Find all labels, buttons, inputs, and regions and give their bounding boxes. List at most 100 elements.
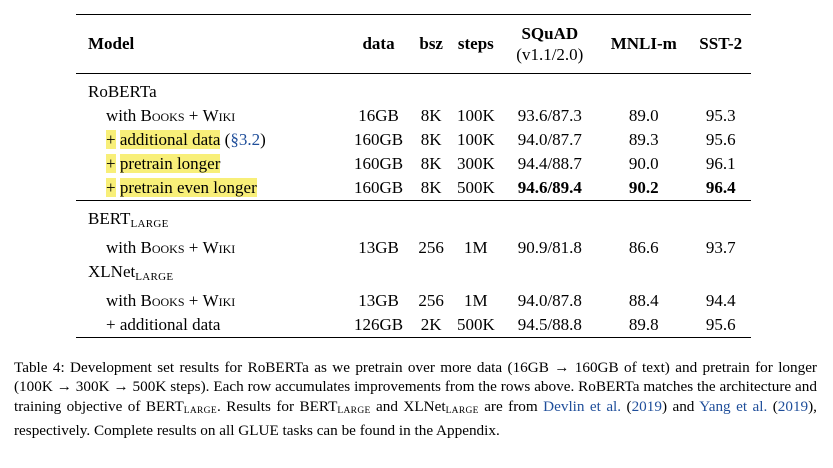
cell-mnli: 90.0 <box>628 154 659 173</box>
cell-sst2: 93.7 <box>705 238 736 257</box>
best-mnli: 90.2 <box>628 178 659 197</box>
cell-steps: 1M <box>464 238 488 257</box>
cell-bsz: 8K <box>420 106 442 125</box>
results-table-container: Model data bsz steps SQuAD (v1.1/2.0) MN… <box>76 14 751 338</box>
best-sst2: 96.4 <box>705 178 736 197</box>
cell-bsz: 8K <box>420 154 442 173</box>
cell-steps: 1M <box>464 291 488 310</box>
row-model: + pretrain even longer <box>76 176 344 201</box>
caption-text: Table 4: Development set results for RoB… <box>14 359 817 415</box>
cell-data: 13GB <box>358 238 399 257</box>
cell-data: 16GB <box>358 106 399 125</box>
header-sst2: SST-2 <box>699 34 743 53</box>
books-label: Books <box>140 238 185 257</box>
cell-squad: 94.0/87.7 <box>517 130 582 149</box>
cell-squad: 94.4/88.7 <box>517 154 582 173</box>
row-model-text: additional data <box>119 130 221 149</box>
group-label-row: BERTLARGE <box>76 200 751 237</box>
caption-text: and XLNet <box>370 397 446 415</box>
cell-bsz: 256 <box>418 291 444 310</box>
caption-text: are from <box>478 397 544 415</box>
plus-sign: + <box>184 106 203 125</box>
cell-steps: 100K <box>456 106 495 125</box>
row-model-prefix: with <box>106 291 141 310</box>
group-label-row: XLNetLARGE <box>76 260 751 289</box>
citation-devlin-link[interactable]: Devlin et al. <box>543 397 622 415</box>
cell-squad: 94.0/87.8 <box>517 291 582 310</box>
group-label-roberta: RoBERTa <box>88 82 157 101</box>
cell-mnli: 89.0 <box>628 106 659 125</box>
cell-mnli: 89.8 <box>628 315 659 334</box>
caption-large-sub: LARGE <box>183 405 217 416</box>
cell-sst2: 95.6 <box>705 130 736 149</box>
table-row: + additional data 126GB 2K 500K 94.5/88.… <box>76 313 751 338</box>
header-bsz: bsz <box>419 34 443 53</box>
cell-sst2-best: 96.4 <box>690 176 751 201</box>
cell-sst2: 95.6 <box>705 315 736 334</box>
plus-sign: + <box>184 238 203 257</box>
bert-label: BERT <box>88 209 131 228</box>
cell-data: 160GB <box>353 178 404 197</box>
citation-devlin-year-link[interactable]: 2019 <box>631 397 662 415</box>
row-model-prefix: with <box>106 238 141 257</box>
cell-mnli: 86.6 <box>628 238 659 257</box>
group-label-row: RoBERTa <box>76 73 751 105</box>
row-model: + additional data <box>106 315 221 334</box>
caption-text: ) and <box>661 397 700 415</box>
table-row: with Books + Wiki 13GB 256 1M 94.0/87.8 … <box>76 289 751 313</box>
cell-bsz: 8K <box>420 178 442 197</box>
cell-data: 126GB <box>353 315 404 334</box>
cell-bsz: 8K <box>420 130 442 149</box>
header-squad-title: SQuAD <box>521 24 579 43</box>
cell-sst2: 94.4 <box>705 291 736 310</box>
plus-sign: + <box>106 130 116 149</box>
section-ref[interactable]: (§3.2) <box>224 130 266 149</box>
cell-steps: 500K <box>456 315 495 334</box>
cell-squad: 94.5/88.8 <box>517 315 582 334</box>
plus-sign: + <box>106 178 116 197</box>
cell-sst2: 95.3 <box>705 106 736 125</box>
wiki-label: Wiki <box>202 106 236 125</box>
plus-sign: + <box>184 291 203 310</box>
table-row: + pretrain even longer 160GB 8K 500K 94.… <box>76 176 751 201</box>
bert-label-sub: LARGE <box>130 218 169 230</box>
books-label: Books <box>140 106 185 125</box>
header-model: Model <box>88 34 135 53</box>
wiki-label: Wiki <box>202 291 236 310</box>
wiki-label: Wiki <box>202 238 236 257</box>
citation-yang-year-link[interactable]: 2019 <box>777 397 809 415</box>
cell-squad: 90.9/81.8 <box>517 238 582 257</box>
header-squad: SQuAD (v1.1/2.0) <box>503 15 598 74</box>
caption-large-sub: LARGE <box>337 405 371 416</box>
xlnet-label-sub: LARGE <box>135 271 174 283</box>
table-row: + pretrain longer 160GB 8K 300K 94.4/88.… <box>76 152 751 176</box>
cell-sst2: 96.1 <box>705 154 736 173</box>
plus-sign: + <box>106 154 116 173</box>
cell-mnli: 88.4 <box>628 291 659 310</box>
group-label-bert: BERTLARGE <box>76 201 751 237</box>
cell-steps: 100K <box>456 130 495 149</box>
books-label: Books <box>140 291 185 310</box>
cell-data: 160GB <box>353 154 404 173</box>
table-row: with Books + Wiki 16GB 8K 100K 93.6/87.3… <box>76 104 751 128</box>
cell-squad-best: 94.6/89.4 <box>503 176 598 201</box>
cell-mnli: 89.3 <box>628 130 659 149</box>
cell-data: 13GB <box>358 291 399 310</box>
row-model: + additional data (§3.2) <box>76 128 344 152</box>
cell-bsz: 256 <box>418 238 444 257</box>
table-row: + additional data (§3.2) 160GB 8K 100K 9… <box>76 128 751 152</box>
cell-bsz: 2K <box>420 315 442 334</box>
citation-yang-link[interactable]: Yang et al. <box>699 397 768 415</box>
cell-squad: 93.6/87.3 <box>517 106 582 125</box>
caption-text: ( <box>621 397 632 415</box>
caption-text: ( <box>767 397 778 415</box>
header-row: Model data bsz steps SQuAD (v1.1/2.0) MN… <box>76 14 751 74</box>
xlnet-label: XLNet <box>88 262 136 281</box>
results-table: Model data bsz steps SQuAD (v1.1/2.0) MN… <box>76 14 751 338</box>
row-model: with Books + Wiki <box>76 289 344 313</box>
cell-data: 160GB <box>353 130 404 149</box>
row-model: with Books + Wiki <box>76 236 344 260</box>
row-model-text: pretrain even longer <box>119 178 257 197</box>
table-caption: Table 4: Development set results for RoB… <box>14 358 817 441</box>
cell-steps: 300K <box>456 154 495 173</box>
